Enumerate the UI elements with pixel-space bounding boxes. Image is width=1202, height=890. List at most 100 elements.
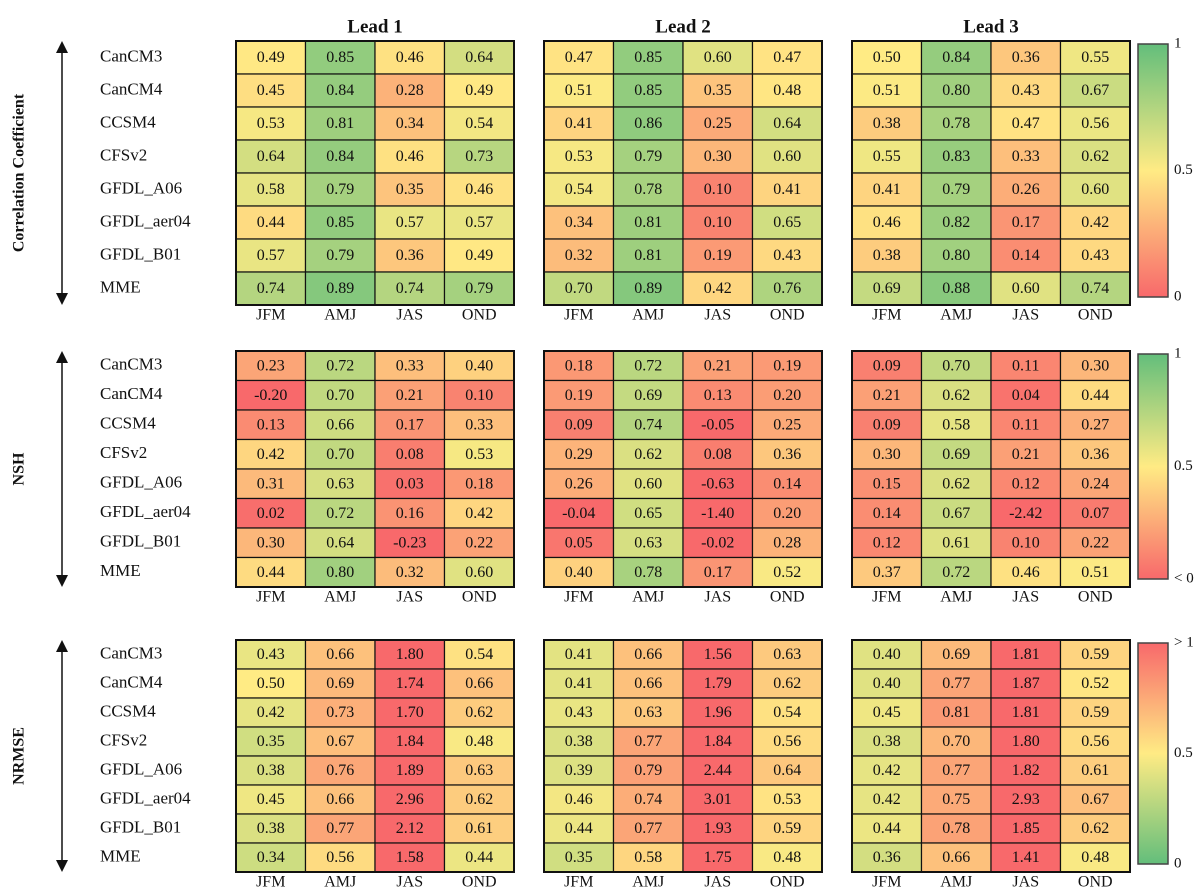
cell-label: 0.74 — [257, 280, 285, 297]
cell-label: -1.40 — [701, 505, 734, 522]
cell-label: 0.08 — [704, 446, 732, 463]
cell-label: 0.64 — [326, 534, 354, 551]
cell-label: 0.74 — [1081, 280, 1109, 297]
cell — [612, 238, 684, 273]
cell-label: 0.60 — [704, 49, 732, 66]
cell-label: 0.81 — [634, 214, 662, 231]
cell — [920, 172, 992, 207]
cell-label: 0.45 — [257, 82, 285, 99]
cell — [612, 497, 684, 529]
row-title: NRMSE — [11, 727, 28, 785]
cell — [990, 205, 1062, 240]
cell — [612, 172, 684, 207]
panel-border — [543, 350, 823, 588]
cell — [682, 468, 754, 500]
cell — [304, 409, 376, 441]
cell-label: 0.30 — [704, 148, 732, 165]
cell — [235, 726, 307, 757]
cell-label: 0.75 — [942, 791, 970, 808]
cell — [235, 784, 307, 815]
cell-label: 0.72 — [326, 357, 354, 374]
cell — [443, 668, 515, 699]
cell-label: 0.13 — [704, 387, 732, 404]
cell-label: -0.04 — [562, 505, 595, 522]
cell-label: 1.74 — [396, 675, 424, 692]
cell-label: 1.70 — [396, 704, 424, 721]
cell — [682, 106, 754, 141]
panel-border — [235, 350, 515, 588]
cell-label: 0.44 — [873, 820, 901, 837]
cell-label: 0.56 — [1081, 115, 1109, 132]
cell-label: 0.58 — [942, 416, 970, 433]
cell — [443, 755, 515, 786]
cell-label: 0.52 — [1081, 675, 1109, 692]
cell-label: 0.51 — [873, 82, 901, 99]
cell-label: 0.40 — [565, 564, 593, 581]
cell — [751, 271, 823, 306]
cell — [682, 556, 754, 588]
cell-label: 0.56 — [1081, 733, 1109, 750]
cell — [304, 497, 376, 529]
cell-label: 1.80 — [396, 646, 424, 663]
cell — [235, 271, 307, 306]
panel-border — [235, 639, 515, 873]
cell — [543, 527, 615, 559]
cell-label: 0.60 — [1012, 280, 1040, 297]
cell-label: 0.58 — [257, 181, 285, 198]
cell — [851, 556, 923, 588]
cell — [304, 842, 376, 873]
cell-label: 0.10 — [704, 214, 732, 231]
cell — [990, 468, 1062, 500]
cell-label: 0.66 — [326, 646, 354, 663]
cell-label: 0.54 — [565, 181, 593, 198]
row-label: MME — [100, 277, 141, 296]
colorbar-tick-label: 0.5 — [1174, 458, 1193, 474]
cell-label: 0.67 — [326, 733, 354, 750]
cell-label: 0.59 — [1081, 646, 1109, 663]
cell-label: -0.23 — [393, 534, 426, 551]
x-tick-label: OND — [1078, 874, 1113, 890]
cell-label: 0.02 — [257, 505, 285, 522]
cell — [443, 813, 515, 844]
row-label: CanCM4 — [100, 672, 163, 691]
cell — [304, 106, 376, 141]
colorbar-tick-label: 0.5 — [1174, 162, 1193, 178]
cell — [543, 238, 615, 273]
cell-label: 0.79 — [465, 280, 493, 297]
cell-label: 0.50 — [873, 49, 901, 66]
colorbar-tick-label: 0.5 — [1174, 745, 1193, 761]
cell — [920, 784, 992, 815]
cell — [682, 726, 754, 757]
cell — [851, 527, 923, 559]
cell-label: 0.72 — [942, 564, 970, 581]
column-title: Lead 3 — [963, 16, 1018, 37]
cell-label: 0.30 — [1081, 357, 1109, 374]
cell-label: 0.31 — [257, 475, 285, 492]
cell — [990, 238, 1062, 273]
cell-label: 0.14 — [773, 475, 801, 492]
cell-label: 0.48 — [773, 82, 801, 99]
cell-label: 0.76 — [326, 762, 354, 779]
cell — [990, 639, 1062, 670]
row-title: NSH — [11, 452, 28, 485]
row-label: MME — [100, 561, 141, 580]
cell-label: 0.63 — [634, 534, 662, 551]
cell-label: 0.05 — [565, 534, 593, 551]
cell — [543, 205, 615, 240]
cell — [304, 139, 376, 174]
cell-label: 0.29 — [565, 446, 593, 463]
cell — [851, 205, 923, 240]
cell — [920, 438, 992, 470]
cell-label: 0.77 — [634, 733, 662, 750]
cell-label: 0.77 — [942, 762, 970, 779]
cell-label: 0.22 — [1081, 534, 1109, 551]
cell — [543, 813, 615, 844]
row-label: CFSv2 — [100, 145, 147, 164]
cell-label: 0.62 — [465, 704, 493, 721]
cell — [990, 106, 1062, 141]
cell-label: 0.65 — [773, 214, 801, 231]
cell-label: 0.48 — [773, 849, 801, 866]
cell-label: 0.79 — [942, 181, 970, 198]
cell-label: 0.35 — [704, 82, 732, 99]
x-tick-label: JFM — [872, 307, 901, 324]
